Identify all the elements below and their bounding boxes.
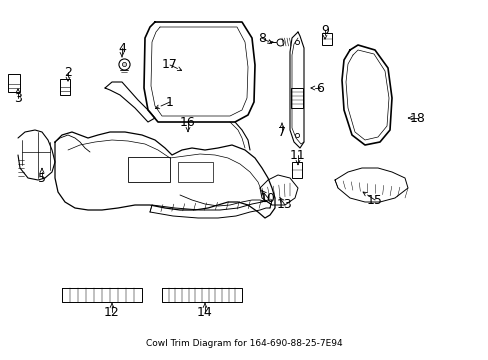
Text: 14: 14 [197, 306, 212, 319]
FancyBboxPatch shape [60, 79, 70, 95]
Text: 16: 16 [180, 116, 196, 129]
Text: 7: 7 [278, 126, 285, 139]
Text: 15: 15 [366, 194, 382, 207]
Text: 17: 17 [162, 58, 178, 72]
Text: 2: 2 [64, 66, 72, 78]
Text: 5: 5 [38, 171, 46, 184]
Text: 1: 1 [166, 95, 174, 108]
FancyBboxPatch shape [291, 162, 302, 178]
Text: Cowl Trim Diagram for 164-690-88-25-7E94: Cowl Trim Diagram for 164-690-88-25-7E94 [146, 339, 342, 348]
Text: 6: 6 [315, 81, 323, 94]
FancyBboxPatch shape [290, 88, 303, 108]
Text: 3: 3 [14, 91, 22, 104]
Bar [178, 162, 213, 182]
Text: 11: 11 [289, 149, 305, 162]
FancyBboxPatch shape [321, 33, 331, 45]
FancyBboxPatch shape [8, 74, 20, 92]
Text: 8: 8 [258, 31, 265, 45]
Text: 12: 12 [104, 306, 120, 319]
Text: 9: 9 [321, 23, 328, 36]
Text: 13: 13 [277, 198, 292, 211]
Bar [128, 157, 170, 182]
Text: 10: 10 [260, 192, 275, 204]
Text: 4: 4 [118, 41, 126, 54]
Text: 18: 18 [409, 112, 425, 125]
